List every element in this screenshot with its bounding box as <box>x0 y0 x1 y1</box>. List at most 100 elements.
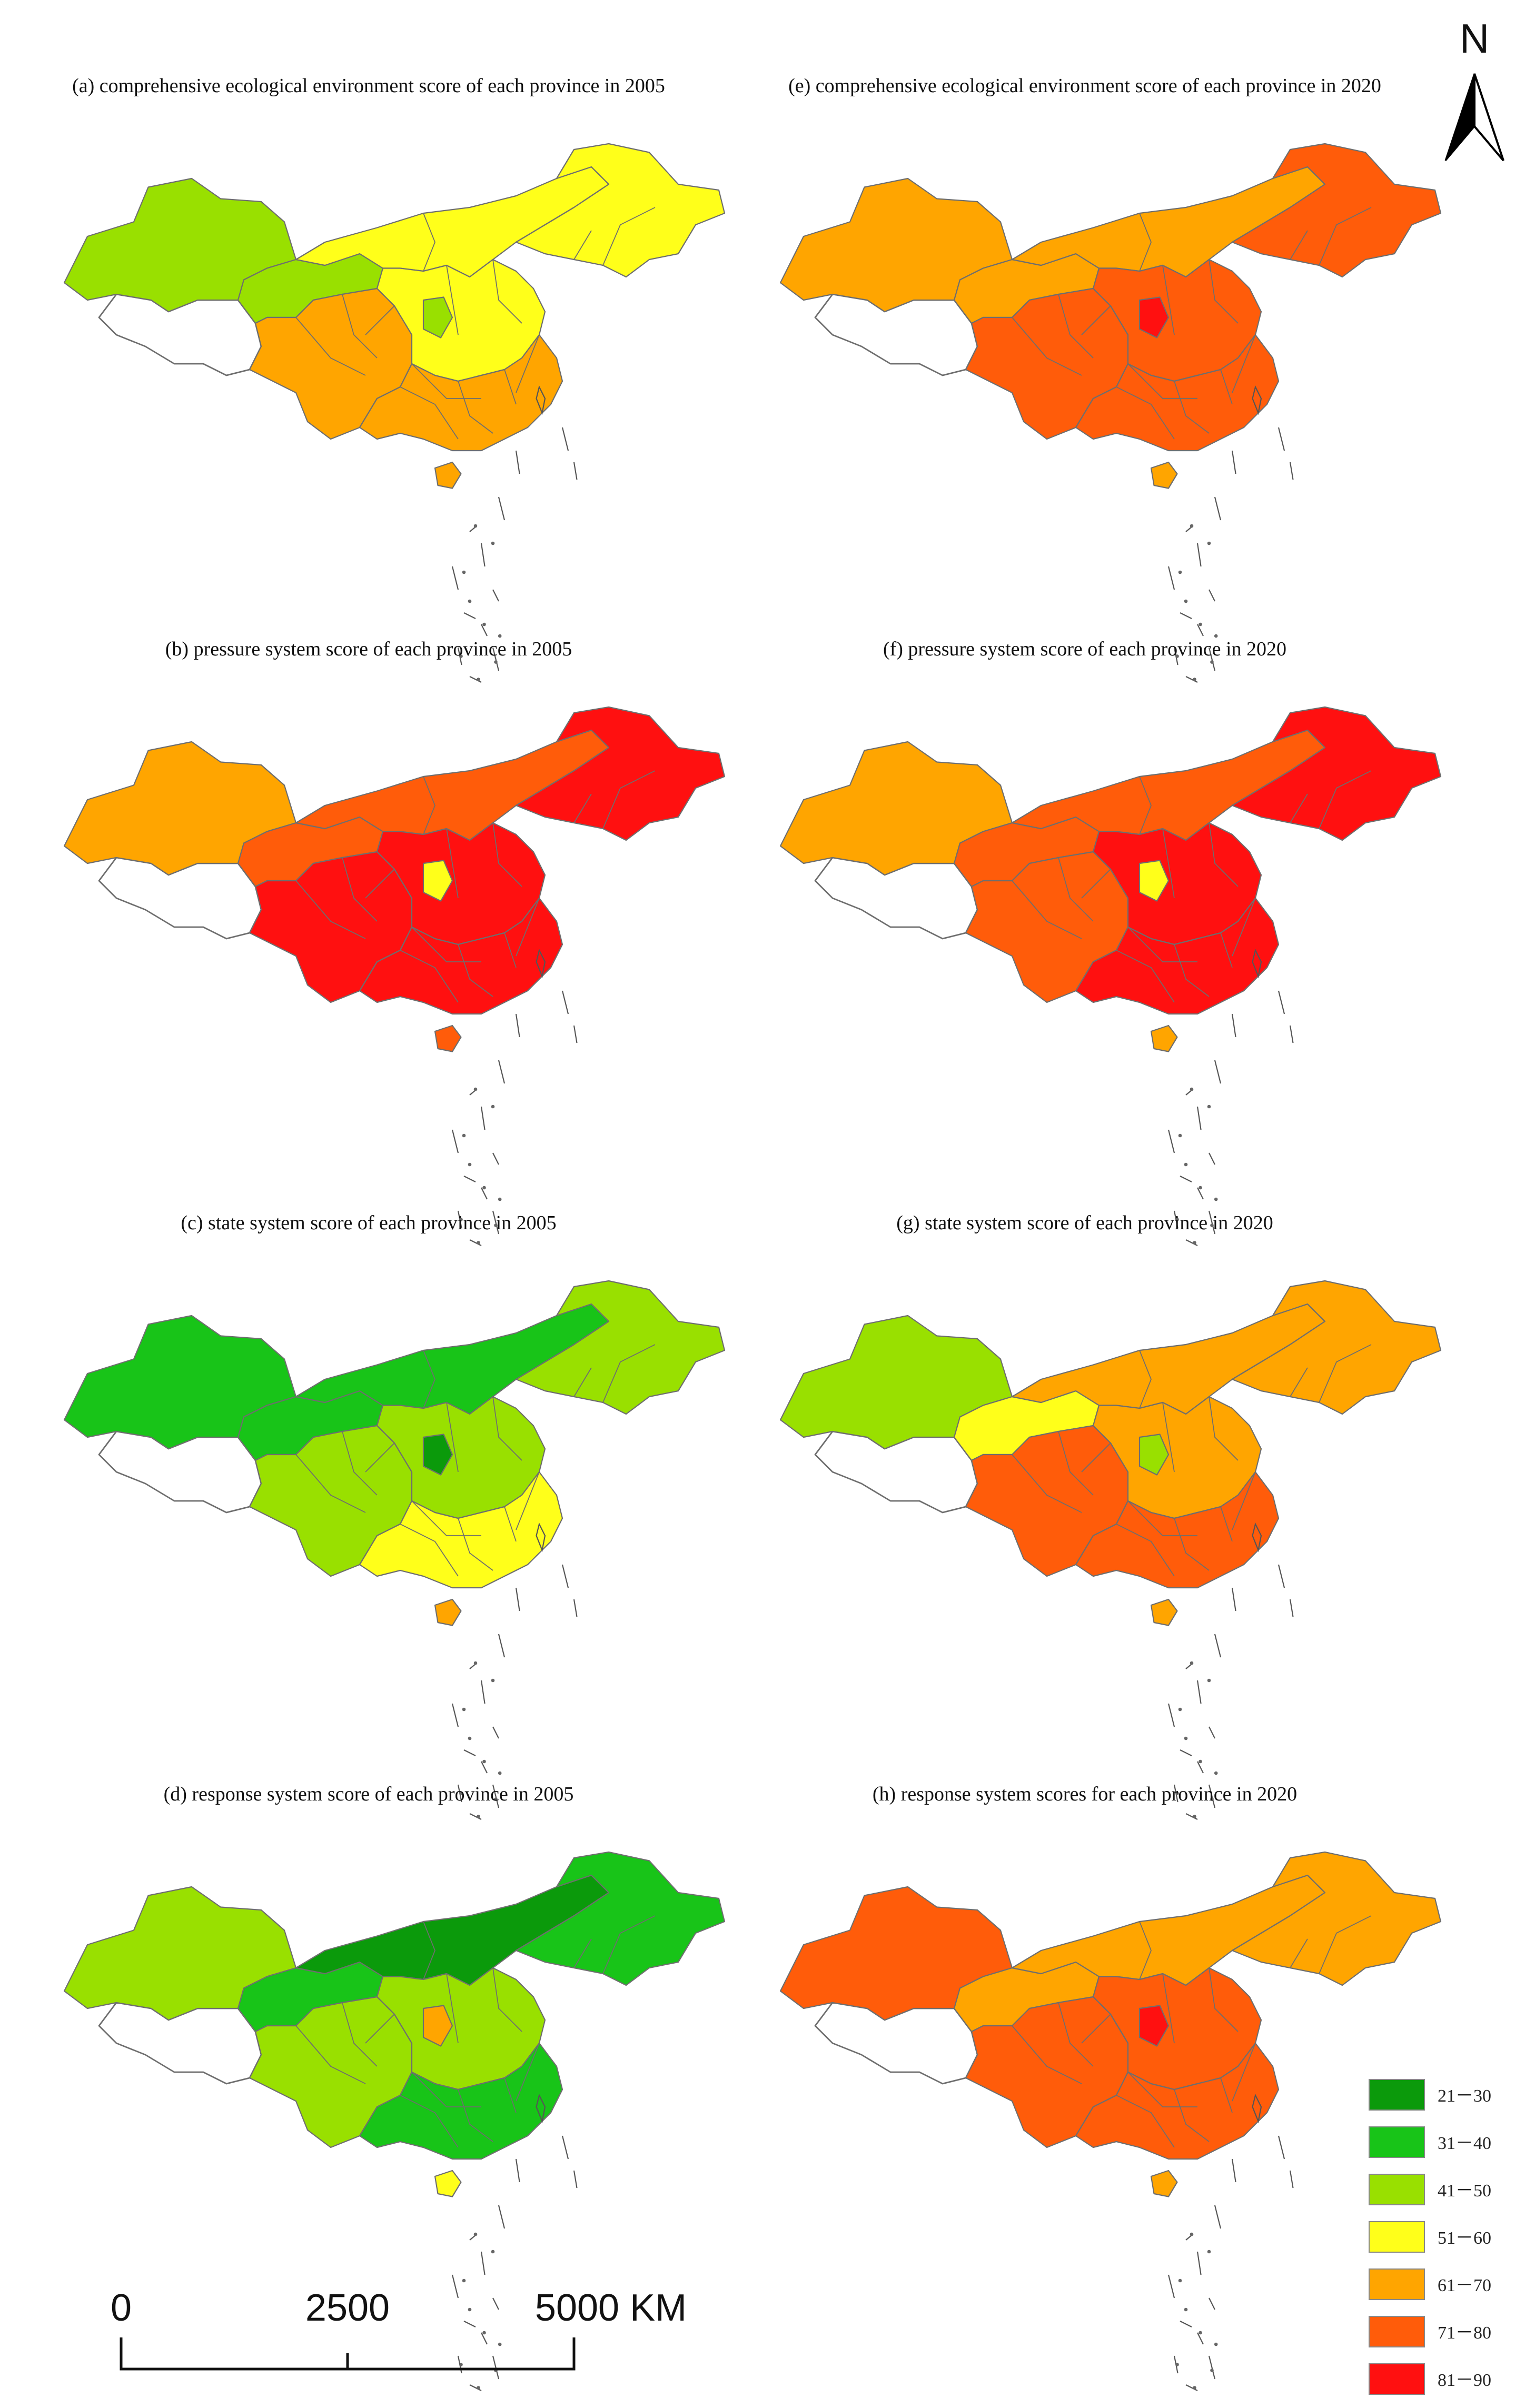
island-dot <box>1210 2369 1214 2372</box>
legend-label: 41－50 <box>1438 2181 1491 2201</box>
island-outline <box>561 990 569 1014</box>
island-outline <box>481 2332 488 2345</box>
region-accent <box>422 860 453 902</box>
island-outline <box>481 1187 488 1200</box>
province-border <box>1319 207 1372 266</box>
island-outline <box>469 1813 482 1820</box>
island-outline <box>1196 2251 1202 2275</box>
region-northeast <box>515 1851 726 1986</box>
province-border <box>1162 1973 1175 2044</box>
island-outline <box>463 2321 476 2327</box>
province-border <box>365 1442 395 1472</box>
region-hainan <box>434 2170 462 2197</box>
legend-swatch <box>1369 2268 1425 2300</box>
island-dot <box>1175 1792 1179 1795</box>
province-border <box>1174 381 1210 434</box>
province-border <box>504 1506 517 1542</box>
island-dot <box>1207 541 1211 545</box>
island-dot <box>462 1133 466 1138</box>
island-outline <box>463 612 476 619</box>
panel-title-c: (c) state system score of each province … <box>181 1212 556 1234</box>
island-outline <box>451 1703 459 1727</box>
island-dot <box>1178 570 1182 574</box>
map-panel-g: (g) state system score of each province … <box>779 1212 1442 1820</box>
island-outline <box>480 1106 486 1130</box>
island-outline <box>1231 1013 1236 1038</box>
island-dot <box>1184 1162 1188 1167</box>
island-outline <box>1252 385 1262 415</box>
province-border <box>1127 1500 1198 1536</box>
island-outline <box>515 1587 520 1611</box>
province-border <box>342 294 378 359</box>
province-border <box>573 1367 592 1397</box>
island-dot <box>1214 1771 1218 1775</box>
scale-bar-line <box>120 2337 576 2371</box>
region-accent <box>1138 2005 1170 2047</box>
legend-label: 81－90 <box>1438 2371 1491 2390</box>
province-border <box>342 857 378 922</box>
region-accent <box>422 2005 453 2047</box>
island-outline <box>469 2384 482 2391</box>
island-outline <box>1289 1599 1294 1617</box>
panel-title-h: (h) response system scores for each prov… <box>873 1783 1297 1805</box>
province-border <box>504 2077 517 2113</box>
province-border <box>458 381 493 434</box>
province-border <box>423 1350 435 1409</box>
island-dot <box>491 1105 495 1109</box>
province-border <box>1116 2095 1175 2148</box>
island-outline <box>1197 624 1204 636</box>
island-outline <box>1208 1210 1216 1235</box>
island-outline <box>515 1013 520 1038</box>
scale-label-2500: 2500 <box>305 2287 390 2329</box>
island-dot <box>462 2278 466 2283</box>
region-hainan <box>1150 1598 1178 1626</box>
island-dot <box>1184 599 1188 603</box>
island-outline <box>492 647 500 671</box>
province-border <box>342 1431 378 1496</box>
island-dot <box>1175 1218 1179 1221</box>
island-dot <box>498 1771 502 1775</box>
island-dot <box>1199 622 1202 626</box>
island-outline <box>1289 462 1294 480</box>
island-outline <box>1208 1784 1216 1808</box>
island-dot <box>468 599 472 603</box>
island-outline <box>1214 496 1222 521</box>
map-panels: (a) comprehensive ecological environment… <box>63 75 1442 2391</box>
island-outline <box>492 1784 500 1808</box>
province-border <box>446 265 459 335</box>
province-border <box>1209 1396 1239 1461</box>
island-dot <box>1210 660 1214 664</box>
island-outline <box>492 1726 499 1739</box>
region-southeast <box>359 897 563 1015</box>
island-dot <box>482 2331 486 2335</box>
province-border <box>365 305 395 335</box>
island-dot <box>468 1162 472 1167</box>
island-dot <box>473 1661 478 1665</box>
china-map-f <box>779 706 1442 1246</box>
island-dot <box>1193 678 1196 681</box>
province-border <box>1081 1442 1111 1472</box>
island-dot <box>1193 1241 1196 1245</box>
island-outline <box>492 2355 500 2380</box>
province-border <box>1209 259 1239 324</box>
province-border <box>411 363 482 399</box>
scale-label-5000: 5000 KM <box>535 2287 687 2329</box>
island-outline <box>498 496 506 521</box>
province-border <box>295 2025 366 2084</box>
island-dot <box>1199 1759 1202 1764</box>
scale-label-0: 0 <box>111 2287 132 2329</box>
island-dot <box>1193 2386 1196 2390</box>
region-accent <box>422 296 453 339</box>
island-outline <box>481 624 488 636</box>
panel-title-b: (b) pressure system score of each provin… <box>165 638 572 660</box>
island-dot <box>1178 1133 1182 1138</box>
island-dot <box>468 1736 472 1740</box>
province-border <box>423 1921 435 1980</box>
province-border <box>1139 213 1152 272</box>
island-outline <box>1252 948 1262 979</box>
island-outline <box>1167 566 1175 590</box>
island-dot <box>462 1707 466 1712</box>
island-outline <box>1180 1749 1192 1756</box>
province-border <box>400 2095 459 2148</box>
